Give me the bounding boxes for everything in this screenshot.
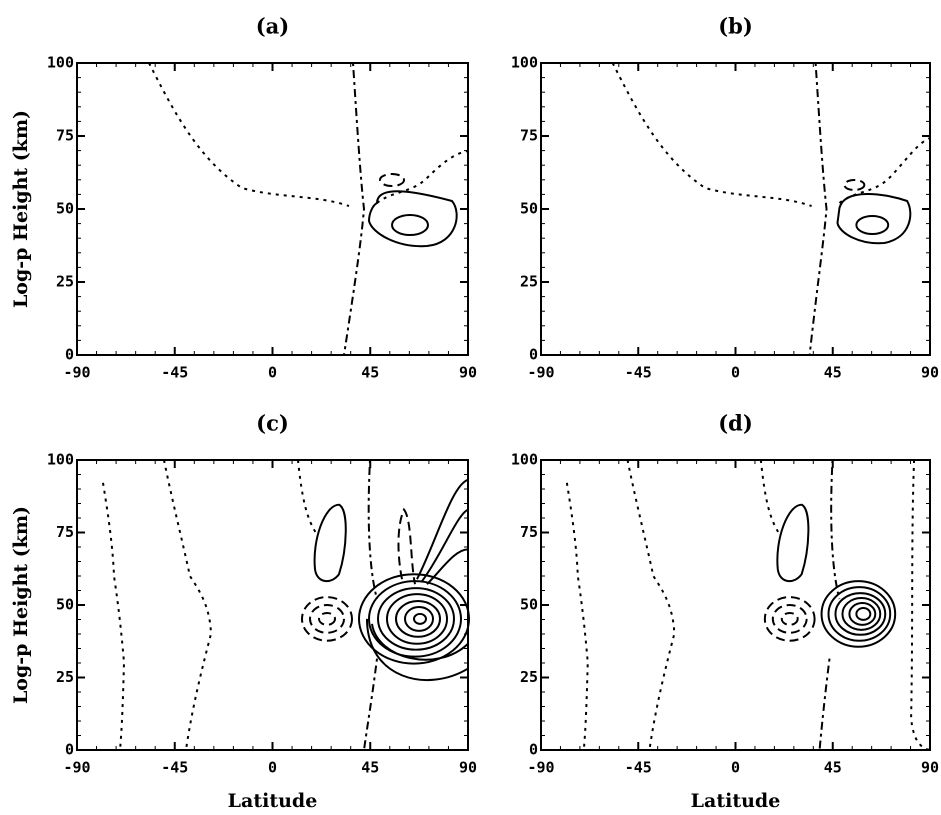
- x-tick-label: -45: [625, 364, 652, 382]
- y-tick-label: 50: [520, 200, 538, 218]
- y-tick-label: 25: [520, 273, 538, 291]
- plot-frame: [76, 459, 469, 751]
- y-tick-label: 100: [511, 451, 538, 469]
- contours: [565, 459, 931, 751]
- panel-title: (d): [718, 411, 753, 436]
- y-tick-label: 75: [56, 127, 74, 145]
- x-tick-label: 0: [731, 364, 740, 382]
- contours: [148, 62, 469, 356]
- plot-frame: [540, 459, 931, 751]
- y-axis-label: Log-p Height (km): [10, 506, 32, 704]
- x-tick-label: -90: [527, 364, 554, 382]
- y-tick-label: 100: [511, 54, 538, 72]
- x-axis-label: Latitude: [691, 790, 781, 812]
- x-tick-label: 90: [921, 364, 939, 382]
- y-tick-label: 75: [520, 127, 538, 145]
- x-tick-label: 45: [824, 364, 842, 382]
- y-tick-label: 25: [56, 668, 74, 686]
- x-tick-label: 90: [459, 759, 477, 777]
- panel-title: (b): [718, 14, 753, 39]
- x-tick-label: -90: [63, 364, 90, 382]
- plot-frame: [76, 62, 469, 356]
- y-tick-label: 75: [520, 523, 538, 541]
- y-tick-label: 25: [56, 273, 74, 291]
- x-tick-label: -90: [527, 759, 554, 777]
- y-tick-label: 0: [65, 741, 74, 759]
- y-tick-label: 50: [520, 596, 538, 614]
- x-tick-label: 90: [459, 364, 477, 382]
- y-tick-label: 0: [65, 346, 74, 364]
- x-tick-label: 90: [921, 759, 939, 777]
- y-axis-label: Log-p Height (km): [10, 110, 32, 308]
- x-tick-label: 45: [361, 364, 379, 382]
- x-tick-label: 0: [268, 759, 277, 777]
- y-tick-label: 25: [520, 668, 538, 686]
- x-tick-label: 0: [731, 759, 740, 777]
- contours: [611, 62, 931, 356]
- x-tick-label: -90: [63, 759, 90, 777]
- panel-title: (c): [256, 411, 289, 436]
- x-axis-label: Latitude: [228, 790, 318, 812]
- y-tick-label: 75: [56, 523, 74, 541]
- x-tick-label: 45: [361, 759, 379, 777]
- x-tick-label: -45: [625, 759, 652, 777]
- y-tick-label: 100: [47, 54, 74, 72]
- contours: [102, 459, 470, 751]
- y-tick-label: 0: [529, 741, 538, 759]
- y-tick-label: 50: [56, 596, 74, 614]
- y-tick-label: 0: [529, 346, 538, 364]
- x-tick-label: -45: [161, 364, 188, 382]
- plot-frame: [540, 62, 931, 356]
- x-tick-label: 0: [268, 364, 277, 382]
- y-tick-label: 50: [56, 200, 74, 218]
- panel-title: (a): [256, 14, 289, 39]
- y-tick-label: 100: [47, 451, 74, 469]
- x-tick-label: 45: [824, 759, 842, 777]
- x-tick-label: -45: [161, 759, 188, 777]
